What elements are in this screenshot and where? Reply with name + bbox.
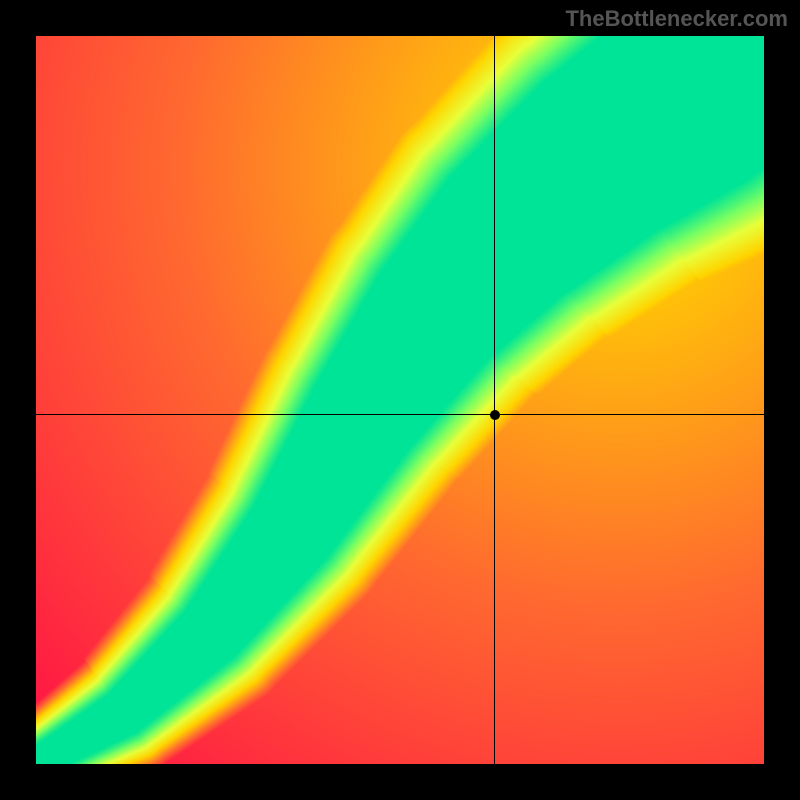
crosshair-horizontal [36,414,764,415]
marker-dot [490,410,500,420]
heatmap-canvas [36,36,764,764]
watermark-text: TheBottlenecker.com [565,6,788,32]
crosshair-vertical [494,36,495,764]
heatmap-plot-area [36,36,764,764]
chart-container: TheBottlenecker.com [0,0,800,800]
